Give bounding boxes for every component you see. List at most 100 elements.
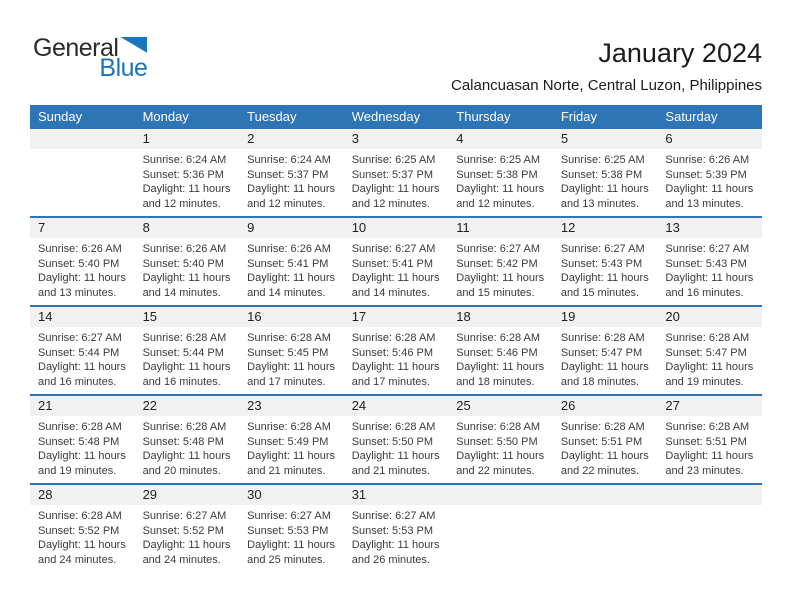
- weekday-label-monday: Monday: [142, 108, 189, 124]
- detail-line: Sunrise: 6:24 AM: [142, 154, 227, 166]
- date-number: 17: [343, 307, 449, 327]
- detail-line: Daylight: 11 hours: [665, 361, 754, 373]
- week-row: 14 Sunrise: 6:27 AM Sunset: 5:44 PM Dayligh…: [30, 305, 762, 394]
- general-blue-logo: General Blue: [33, 34, 148, 81]
- location-subtitle: Calancuasan Norte, Central Luzon, Philip…: [450, 77, 762, 94]
- detail-line: Sunrise: 6:26 AM: [247, 243, 331, 255]
- detail-line: Sunset: 5:40 PM: [142, 257, 224, 270]
- day-details: Sunrise: 6:25 AM Sunset: 5:38 PM Daylight:…: [448, 149, 553, 211]
- month-calendar: Sunday Monday Tuesday Wednesday Thursday…: [30, 105, 762, 572]
- day-details: Sunrise: 6:25 AM Sunset: 5:38 PM Daylight:…: [553, 149, 658, 211]
- detail-line: Sunset: 5:47 PM: [560, 346, 643, 359]
- detail-line: Sunset: 5:47 PM: [665, 346, 747, 359]
- day-cell: 24 Sunrise: 6:28 AM Sunset: 5:50 PM Dayligh…: [343, 396, 449, 483]
- weekday-label-tuesday: Tuesday: [247, 108, 297, 124]
- detail-line: Daylight: 11 hours: [351, 183, 440, 195]
- empty-day-cell: [30, 129, 135, 216]
- detail-line: and 12 minutes.: [456, 197, 535, 210]
- day-cell: 25 Sunrise: 6:28 AM Sunset: 5:50 PM Dayligh…: [448, 396, 553, 483]
- detail-line: Sunrise: 6:27 AM: [560, 243, 645, 255]
- detail-line: Daylight: 11 hours: [351, 539, 440, 551]
- detail-line: Sunrise: 6:24 AM: [247, 154, 331, 166]
- date-number: [30, 129, 135, 149]
- day-details: Sunrise: 6:28 AM Sunset: 5:50 PM Daylight:…: [448, 416, 553, 478]
- day-cell: 19 Sunrise: 6:28 AM Sunset: 5:47 PM Dayligh…: [552, 307, 658, 394]
- detail-line: and 18 minutes.: [456, 375, 535, 388]
- detail-line: Sunrise: 6:26 AM: [142, 243, 227, 255]
- day-cell: 2 Sunrise: 6:24 AM Sunset: 5:37 PM Daylight…: [239, 129, 344, 216]
- logo-line-general: General: [33, 34, 148, 62]
- detail-line: and 19 minutes.: [665, 375, 744, 388]
- date-number: 16: [239, 307, 344, 327]
- day-details: Sunrise: 6:27 AM Sunset: 5:53 PM Daylight:…: [344, 505, 449, 567]
- day-details: [657, 505, 762, 509]
- detail-line: and 25 minutes.: [247, 553, 326, 566]
- detail-line: Daylight: 11 hours: [351, 361, 440, 373]
- detail-line: Sunrise: 6:28 AM: [351, 421, 436, 433]
- detail-line: Daylight: 11 hours: [560, 272, 649, 284]
- detail-line: Daylight: 11 hours: [142, 361, 231, 373]
- detail-line: Daylight: 11 hours: [456, 450, 545, 462]
- detail-line: Sunset: 5:51 PM: [665, 435, 747, 448]
- detail-line: Daylight: 11 hours: [351, 450, 440, 462]
- day-details: Sunrise: 6:26 AM Sunset: 5:39 PM Daylight:…: [657, 149, 762, 211]
- day-cell: 22 Sunrise: 6:28 AM Sunset: 5:48 PM Dayligh…: [134, 396, 240, 483]
- date-number: 2: [239, 129, 344, 149]
- day-details: Sunrise: 6:28 AM Sunset: 5:45 PM Daylight:…: [239, 327, 344, 389]
- day-cell: 9 Sunrise: 6:26 AM Sunset: 5:41 PM Daylight…: [239, 218, 344, 305]
- date-number: 31: [343, 485, 449, 505]
- day-details: [448, 505, 553, 509]
- detail-line: Sunrise: 6:27 AM: [142, 510, 227, 522]
- detail-line: Sunset: 5:45 PM: [247, 346, 329, 359]
- week-row: 21 Sunrise: 6:28 AM Sunset: 5:48 PM Dayligh…: [30, 394, 762, 483]
- detail-line: Daylight: 11 hours: [247, 450, 335, 462]
- detail-line: Sunrise: 6:26 AM: [38, 243, 122, 255]
- day-details: Sunrise: 6:24 AM Sunset: 5:37 PM Daylight:…: [239, 149, 344, 211]
- week-row: 1 Sunrise: 6:24 AM Sunset: 5:36 PM Daylight…: [30, 127, 762, 216]
- empty-day-cell: [657, 485, 762, 572]
- day-cell: 31 Sunrise: 6:27 AM Sunset: 5:53 PM Dayligh…: [343, 485, 449, 572]
- detail-line: and 12 minutes.: [142, 197, 221, 210]
- logo-text-general: General: [33, 34, 119, 62]
- detail-line: and 14 minutes.: [142, 286, 221, 299]
- detail-line: Sunset: 5:37 PM: [351, 168, 434, 181]
- day-details: Sunrise: 6:28 AM Sunset: 5:49 PM Daylight:…: [239, 416, 344, 478]
- detail-line: and 20 minutes.: [142, 464, 221, 477]
- detail-line: Sunset: 5:43 PM: [665, 257, 747, 270]
- date-number: 30: [239, 485, 344, 505]
- day-cell: 14 Sunrise: 6:27 AM Sunset: 5:44 PM Dayligh…: [30, 307, 135, 394]
- detail-line: Sunrise: 6:27 AM: [665, 243, 750, 255]
- date-number: 12: [552, 218, 658, 238]
- day-details: Sunrise: 6:28 AM Sunset: 5:51 PM Daylight:…: [553, 416, 658, 478]
- weekday-label-sunday: Sunday: [38, 108, 83, 124]
- detail-line: Sunset: 5:43 PM: [560, 257, 643, 270]
- detail-line: Daylight: 11 hours: [38, 450, 126, 462]
- detail-line: Sunrise: 6:25 AM: [351, 154, 436, 166]
- day-cell: 30 Sunrise: 6:27 AM Sunset: 5:53 PM Dayligh…: [239, 485, 344, 572]
- detail-line: and 26 minutes.: [351, 553, 430, 566]
- day-details: Sunrise: 6:28 AM Sunset: 5:46 PM Daylight:…: [344, 327, 449, 389]
- day-details: Sunrise: 6:27 AM Sunset: 5:42 PM Daylight:…: [448, 238, 553, 300]
- detail-line: and 12 minutes.: [247, 197, 326, 210]
- detail-line: Daylight: 11 hours: [665, 183, 754, 195]
- day-cell: 28 Sunrise: 6:28 AM Sunset: 5:52 PM Dayligh…: [30, 485, 135, 572]
- detail-line: and 16 minutes.: [665, 286, 744, 299]
- detail-line: Daylight: 11 hours: [247, 183, 335, 195]
- detail-line: and 17 minutes.: [351, 375, 430, 388]
- detail-line: Sunrise: 6:27 AM: [351, 243, 436, 255]
- detail-line: and 18 minutes.: [560, 375, 640, 388]
- detail-line: Daylight: 11 hours: [38, 361, 126, 373]
- day-details: Sunrise: 6:28 AM Sunset: 5:51 PM Daylight:…: [657, 416, 762, 478]
- detail-line: and 17 minutes.: [247, 375, 326, 388]
- detail-line: Sunrise: 6:28 AM: [351, 332, 436, 344]
- detail-line: Sunrise: 6:28 AM: [560, 421, 645, 433]
- detail-line: and 13 minutes.: [560, 197, 640, 210]
- detail-line: Sunset: 5:38 PM: [560, 168, 643, 181]
- day-details: Sunrise: 6:24 AM Sunset: 5:36 PM Daylight:…: [135, 149, 240, 211]
- date-number: 6: [657, 129, 762, 149]
- day-cell: 12 Sunrise: 6:27 AM Sunset: 5:43 PM Dayligh…: [552, 218, 658, 305]
- detail-line: Sunset: 5:44 PM: [38, 346, 120, 359]
- detail-line: and 22 minutes.: [560, 464, 640, 477]
- day-details: [30, 149, 135, 153]
- detail-line: Sunrise: 6:25 AM: [560, 154, 645, 166]
